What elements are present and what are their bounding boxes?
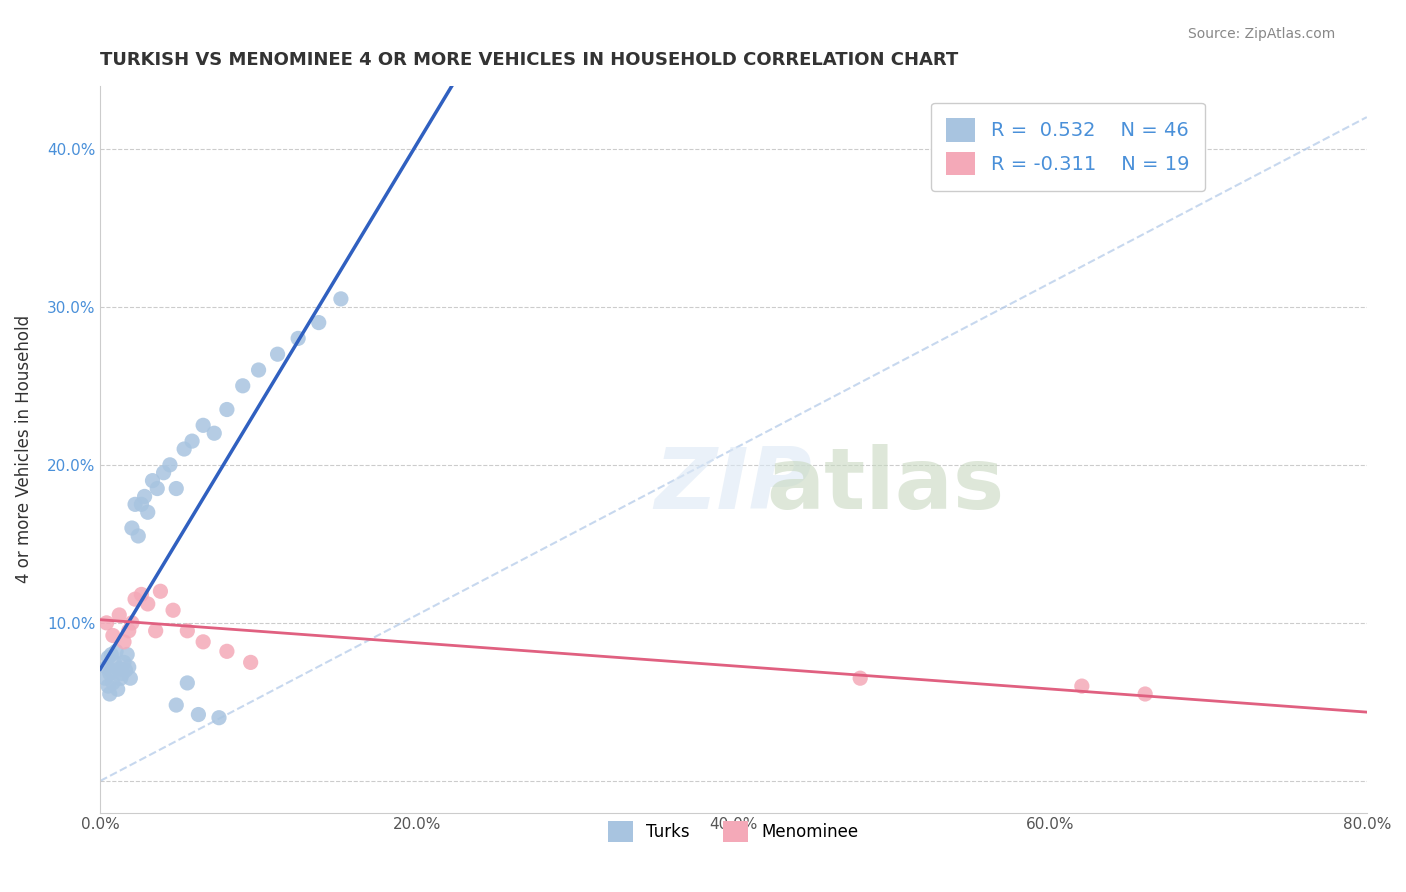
Point bbox=[287, 331, 309, 345]
Point bbox=[97, 679, 120, 693]
Point bbox=[146, 482, 169, 496]
Point bbox=[329, 292, 352, 306]
Point bbox=[849, 671, 872, 685]
Point bbox=[136, 505, 159, 519]
Point bbox=[165, 482, 187, 496]
Point bbox=[100, 648, 122, 662]
Point bbox=[159, 458, 181, 472]
Point bbox=[232, 379, 254, 393]
Point bbox=[101, 628, 124, 642]
Text: TURKISH VS MENOMINEE 4 OR MORE VEHICLES IN HOUSEHOLD CORRELATION CHART: TURKISH VS MENOMINEE 4 OR MORE VEHICLES … bbox=[100, 51, 959, 69]
Point bbox=[121, 615, 143, 630]
Point bbox=[120, 671, 142, 685]
Point bbox=[176, 676, 198, 690]
Point bbox=[131, 587, 153, 601]
Point bbox=[1070, 679, 1092, 693]
Point bbox=[247, 363, 270, 377]
Point bbox=[114, 663, 136, 677]
Point bbox=[145, 624, 167, 638]
Point bbox=[96, 615, 118, 630]
Point bbox=[191, 635, 214, 649]
Point bbox=[121, 521, 143, 535]
Point bbox=[134, 490, 156, 504]
Point bbox=[101, 676, 124, 690]
Point bbox=[112, 635, 135, 649]
Point bbox=[141, 474, 163, 488]
Point bbox=[103, 656, 125, 670]
Point bbox=[94, 671, 117, 685]
Point bbox=[97, 650, 120, 665]
Point bbox=[107, 682, 129, 697]
Point bbox=[165, 698, 187, 712]
Point bbox=[124, 592, 146, 607]
Point bbox=[105, 644, 128, 658]
Point bbox=[149, 584, 172, 599]
Point bbox=[108, 607, 131, 622]
Point bbox=[136, 597, 159, 611]
Point bbox=[115, 648, 138, 662]
Point bbox=[124, 497, 146, 511]
Point bbox=[181, 434, 204, 449]
Point bbox=[239, 656, 262, 670]
Point bbox=[208, 711, 231, 725]
Text: Source: ZipAtlas.com: Source: ZipAtlas.com bbox=[1188, 27, 1336, 41]
Point bbox=[110, 671, 132, 685]
Point bbox=[191, 418, 214, 433]
Point bbox=[187, 707, 209, 722]
Point bbox=[118, 660, 141, 674]
Point bbox=[215, 644, 238, 658]
Point bbox=[98, 666, 121, 681]
Point bbox=[118, 624, 141, 638]
Point bbox=[176, 624, 198, 638]
Point bbox=[112, 656, 135, 670]
Point bbox=[173, 442, 195, 456]
Point bbox=[100, 663, 122, 677]
Point bbox=[98, 687, 121, 701]
Point bbox=[266, 347, 288, 361]
Point bbox=[108, 662, 131, 676]
Point bbox=[202, 426, 225, 441]
Point bbox=[111, 666, 134, 681]
Point bbox=[162, 603, 184, 617]
Point bbox=[96, 660, 118, 674]
Y-axis label: 4 or more Vehicles in Household: 4 or more Vehicles in Household bbox=[15, 315, 32, 583]
Point bbox=[152, 466, 174, 480]
Text: ZIP: ZIP bbox=[655, 444, 813, 527]
Point bbox=[215, 402, 238, 417]
Point bbox=[127, 529, 149, 543]
Point bbox=[1133, 687, 1156, 701]
Text: atlas: atlas bbox=[766, 444, 1005, 527]
Legend: R =  0.532    N = 46, R = -0.311    N = 19: R = 0.532 N = 46, R = -0.311 N = 19 bbox=[931, 103, 1205, 191]
Point bbox=[131, 497, 153, 511]
Point bbox=[308, 316, 330, 330]
